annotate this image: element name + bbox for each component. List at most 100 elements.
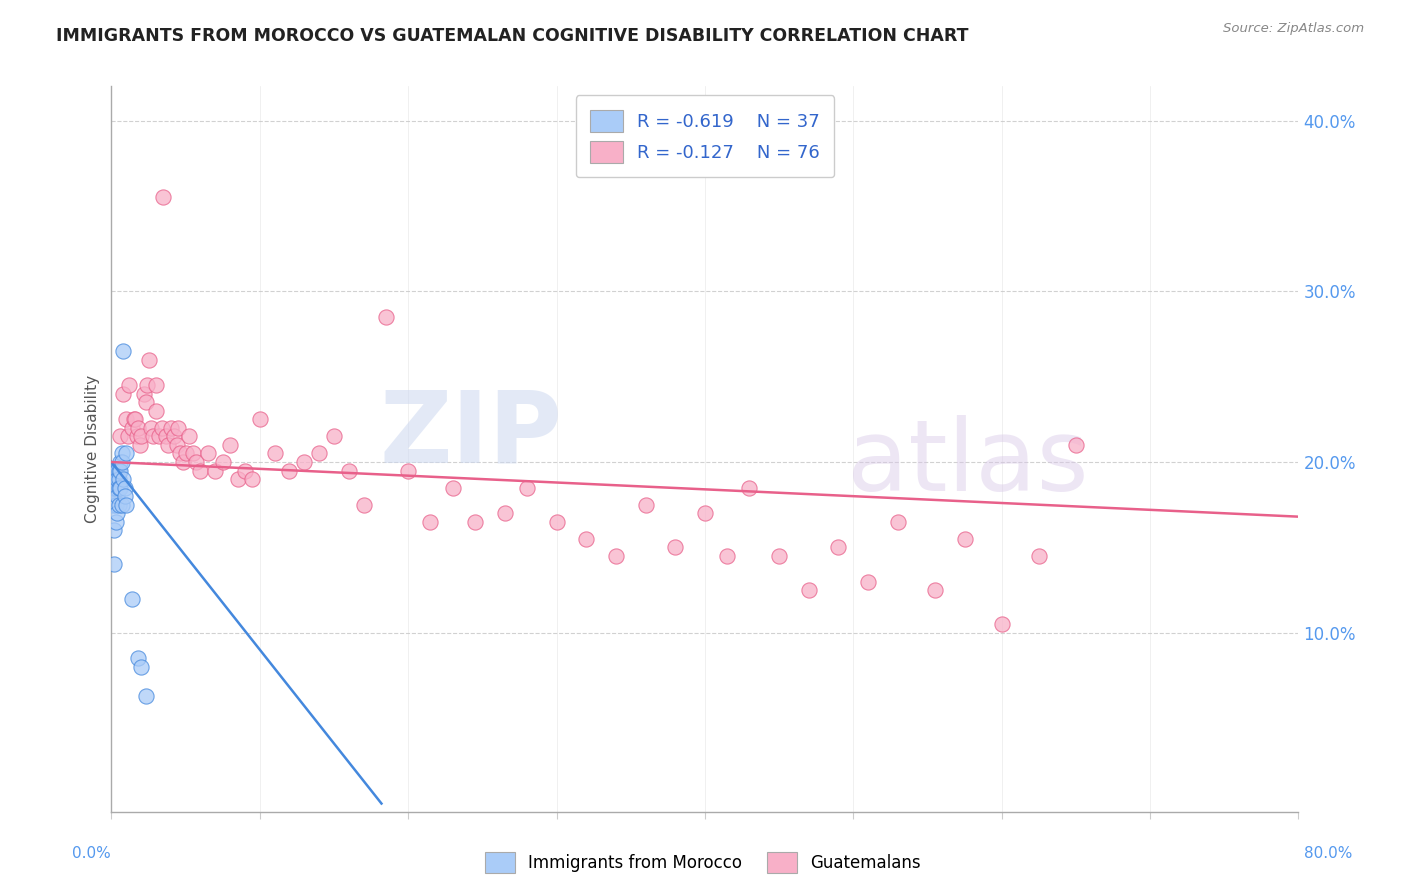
Point — [150, 421, 173, 435]
Point — [1028, 549, 1050, 563]
Point — [104, 481, 127, 495]
Point — [159, 421, 181, 435]
Point — [240, 472, 263, 486]
Point — [1064, 438, 1087, 452]
Point — [101, 498, 124, 512]
Point — [278, 464, 301, 478]
Point — [575, 532, 598, 546]
Point — [827, 541, 849, 555]
Point — [117, 429, 139, 443]
Point — [156, 438, 179, 452]
Point — [112, 472, 135, 486]
Point — [174, 446, 197, 460]
Text: atlas: atlas — [848, 416, 1090, 512]
Point — [323, 429, 346, 443]
Point — [337, 464, 360, 478]
Point — [396, 464, 419, 478]
Point — [233, 464, 256, 478]
Point — [115, 498, 138, 512]
Point — [353, 498, 375, 512]
Text: Source: ZipAtlas.com: Source: ZipAtlas.com — [1223, 22, 1364, 36]
Point — [125, 429, 148, 443]
Point — [441, 481, 464, 495]
Point — [166, 438, 188, 452]
Point — [118, 378, 141, 392]
Point — [664, 541, 686, 555]
Point — [103, 558, 125, 572]
Point — [103, 524, 125, 538]
Point — [152, 190, 174, 204]
Point — [172, 455, 194, 469]
Point — [605, 549, 627, 563]
Point — [105, 464, 128, 478]
Point — [953, 532, 976, 546]
Text: 0.0%: 0.0% — [72, 846, 111, 861]
Text: ZIP: ZIP — [380, 386, 562, 483]
Point — [128, 438, 150, 452]
Point — [768, 549, 790, 563]
Point — [127, 651, 149, 665]
Y-axis label: Cognitive Disability: Cognitive Disability — [86, 376, 100, 524]
Point — [184, 455, 207, 469]
Point — [738, 481, 761, 495]
Legend: R = -0.619    N = 37, R = -0.127    N = 76: R = -0.619 N = 37, R = -0.127 N = 76 — [575, 95, 834, 178]
Point — [204, 464, 226, 478]
Point — [105, 472, 128, 486]
Point — [167, 421, 190, 435]
Point — [132, 386, 155, 401]
Point — [145, 404, 167, 418]
Point — [122, 412, 145, 426]
Point — [693, 506, 716, 520]
Point — [112, 386, 135, 401]
Point — [494, 506, 516, 520]
Point — [181, 446, 204, 460]
Point — [138, 352, 160, 367]
Point — [163, 429, 186, 443]
Point — [924, 583, 946, 598]
Point — [226, 472, 249, 486]
Point — [135, 395, 157, 409]
Point — [464, 515, 486, 529]
Point — [110, 429, 132, 443]
Point — [105, 506, 128, 520]
Point — [516, 481, 538, 495]
Point — [135, 689, 157, 703]
Point — [141, 421, 163, 435]
Point — [110, 481, 132, 495]
Point — [990, 617, 1012, 632]
Point — [114, 489, 136, 503]
Point — [111, 446, 134, 460]
Point — [108, 498, 131, 512]
Point — [127, 421, 149, 435]
Point — [108, 481, 131, 495]
Legend: Immigrants from Morocco, Guatemalans: Immigrants from Morocco, Guatemalans — [478, 846, 928, 880]
Point — [308, 446, 330, 460]
Point — [101, 464, 124, 478]
Point — [103, 481, 125, 495]
Point — [101, 481, 124, 495]
Point — [419, 515, 441, 529]
Point — [211, 455, 233, 469]
Point — [155, 429, 177, 443]
Point — [124, 412, 146, 426]
Point — [104, 464, 127, 478]
Point — [263, 446, 285, 460]
Point — [110, 464, 132, 478]
Point — [249, 412, 271, 426]
Text: 80.0%: 80.0% — [1305, 846, 1353, 861]
Point — [104, 472, 127, 486]
Point — [105, 489, 128, 503]
Point — [104, 498, 127, 512]
Point — [115, 412, 138, 426]
Point — [190, 464, 212, 478]
Point — [111, 455, 134, 469]
Point — [111, 498, 134, 512]
Point — [108, 464, 131, 478]
Point — [374, 310, 396, 324]
Point — [856, 574, 879, 589]
Point — [292, 455, 315, 469]
Point — [546, 515, 568, 529]
Point — [887, 515, 910, 529]
Point — [101, 472, 124, 486]
Point — [177, 429, 200, 443]
